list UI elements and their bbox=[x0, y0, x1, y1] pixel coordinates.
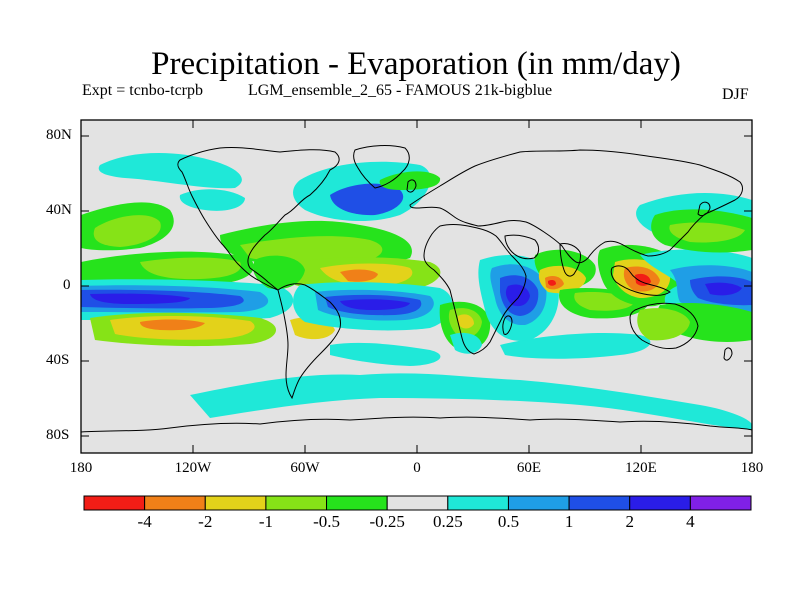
colorbar-swatch bbox=[568, 495, 631, 511]
lat-label-40n: 40N bbox=[46, 202, 72, 218]
field-wpac-dblue bbox=[705, 282, 742, 296]
colorbar-label: -0.5 bbox=[313, 512, 340, 531]
coast-africa bbox=[423, 224, 527, 355]
field-npac-track bbox=[98, 153, 242, 189]
field-aus-green bbox=[637, 308, 690, 341]
lon-label-60w: 60W bbox=[290, 460, 320, 476]
coast-eurasia bbox=[409, 149, 743, 264]
colorbar-label: -4 bbox=[137, 512, 152, 531]
field-npac-lightgreen bbox=[93, 215, 161, 247]
field-south-cyan-3 bbox=[500, 333, 651, 359]
lat-label-0: 0 bbox=[63, 277, 71, 293]
coast-greenland bbox=[353, 145, 410, 189]
coast-uk bbox=[406, 179, 417, 193]
lat-label-80n: 80N bbox=[46, 127, 72, 143]
ensemble-label: LGM_ensemble_2_65 - FAMOUS 21k-bigblue bbox=[248, 82, 553, 99]
colorbar-swatch bbox=[386, 495, 449, 511]
colorbar-label: -1 bbox=[258, 512, 273, 531]
colorbar-label: 0.5 bbox=[497, 512, 520, 531]
field-easia-lightgreen bbox=[669, 222, 745, 243]
colorbar-label: 2 bbox=[625, 512, 634, 531]
colorbar-label: -2 bbox=[198, 512, 213, 531]
field-cpac-cyan bbox=[179, 189, 245, 211]
season-label: DJF bbox=[722, 86, 749, 103]
coast-arabia bbox=[504, 234, 540, 260]
colorbar-swatch bbox=[144, 495, 206, 511]
colorbar-swatch bbox=[265, 495, 328, 511]
lon-label-0: 0 bbox=[413, 460, 421, 476]
field-sepac-orange bbox=[140, 319, 205, 331]
field-io-dblue bbox=[505, 284, 530, 307]
experiment-label: Expt = tcnbo-tcrpb bbox=[82, 82, 203, 99]
field-mc-red bbox=[635, 273, 651, 286]
lon-label-180e: 180 bbox=[740, 460, 764, 476]
field-atl-orange bbox=[340, 269, 378, 282]
colorbar-swatch bbox=[689, 495, 752, 511]
coast-australia bbox=[629, 302, 699, 349]
colorbar-label: 0.25 bbox=[432, 512, 463, 531]
coast-antarctica bbox=[81, 416, 752, 433]
lon-label-120e: 120E bbox=[625, 460, 657, 476]
coast-india bbox=[559, 243, 581, 277]
colorbar-label: 4 bbox=[686, 512, 695, 531]
lat-label-80s: 80S bbox=[46, 427, 70, 443]
colorbar-swatch bbox=[83, 495, 146, 511]
chart-title: Precipitation - Evaporation (in mm/day) bbox=[151, 46, 681, 82]
coast-new-zealand bbox=[723, 347, 733, 361]
colorbar-label: 1 bbox=[564, 512, 574, 531]
colorbar-swatch bbox=[326, 495, 388, 511]
colorbar-swatch bbox=[447, 495, 509, 511]
lon-label-120w: 120W bbox=[174, 460, 212, 476]
field-southern-ocean bbox=[190, 373, 752, 430]
coast-indonesia bbox=[610, 265, 671, 296]
coastlines bbox=[81, 145, 752, 433]
field-pac-itcz-dblue bbox=[90, 293, 190, 304]
lon-ticks bbox=[192, 120, 642, 453]
coast-japan bbox=[697, 201, 711, 217]
lat-ticks bbox=[81, 135, 752, 437]
field-tpac-lightgreen bbox=[140, 257, 241, 280]
coast-north-america bbox=[177, 147, 340, 291]
coast-south-america bbox=[277, 283, 341, 400]
field-nio-red bbox=[548, 280, 556, 286]
field-satl-dblue bbox=[340, 299, 410, 310]
colorbar bbox=[83, 495, 752, 511]
colorbar-swatch bbox=[204, 495, 267, 511]
coast-madagascar bbox=[502, 315, 513, 335]
lon-label-60e: 60E bbox=[516, 460, 542, 476]
field-south-cyan-2 bbox=[330, 342, 441, 366]
field-natl-blue bbox=[330, 183, 404, 216]
colorbar-label: -0.25 bbox=[369, 512, 405, 531]
lat-label-40s: 40S bbox=[46, 352, 70, 368]
colorbar-swatch bbox=[629, 495, 691, 511]
colorbar-swatch bbox=[507, 495, 570, 511]
lon-label-180w: 180 bbox=[69, 460, 93, 476]
field-africa-yellow bbox=[458, 314, 474, 329]
field-safrica-cyan bbox=[450, 332, 482, 354]
map-plot-area bbox=[81, 120, 752, 453]
